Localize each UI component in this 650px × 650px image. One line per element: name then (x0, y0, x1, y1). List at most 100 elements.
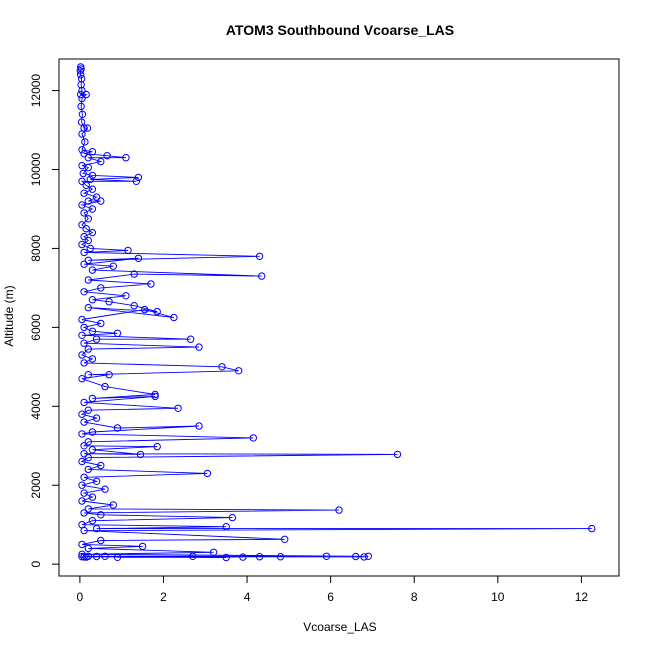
data-point (239, 553, 247, 561)
data-point (92, 524, 101, 533)
data-point (78, 351, 86, 359)
data-point (276, 553, 285, 561)
data-point (78, 130, 86, 138)
data-point (147, 280, 155, 288)
data-point (80, 509, 88, 517)
data-point (105, 371, 113, 379)
x-tick-label: 0 (77, 590, 84, 604)
series-layer (76, 63, 596, 562)
chart-title: ATOM3 Southbound Vcoarse_LAS (226, 22, 454, 38)
data-point (78, 331, 86, 339)
data-point (80, 339, 88, 347)
data-point (84, 163, 93, 172)
y-tick-label: 6000 (29, 314, 43, 341)
data-point (88, 327, 97, 335)
data-point (222, 523, 230, 531)
data-point (132, 177, 141, 186)
data-point (97, 284, 105, 292)
data-point (203, 469, 212, 478)
data-point (78, 410, 86, 418)
data-point (84, 154, 93, 162)
data-point (80, 189, 88, 197)
data-point (80, 323, 88, 332)
data-point (189, 552, 197, 560)
data-point (255, 553, 264, 561)
data-point (174, 404, 182, 412)
data-point (255, 252, 264, 260)
x-axis: 0 2 4 6 8 10 12 (77, 575, 588, 604)
data-point (84, 236, 93, 245)
data-point (80, 398, 88, 407)
data-point (84, 256, 93, 264)
data-point (88, 428, 97, 436)
data-point (136, 450, 145, 459)
data-point (78, 177, 86, 186)
data-point (151, 392, 159, 401)
data-point (218, 363, 226, 371)
data-point (77, 118, 86, 126)
data-point (84, 406, 93, 414)
data-point (97, 157, 105, 166)
data-point (78, 430, 86, 438)
plot-frame (58, 58, 620, 577)
y-tick-label: 10000 (29, 152, 43, 186)
data-point (88, 148, 97, 156)
data-point (81, 138, 89, 146)
data-point (79, 169, 87, 178)
data-point (84, 465, 93, 474)
data-point (109, 262, 118, 270)
data-point (86, 244, 95, 253)
data-point (80, 450, 88, 458)
data-point (88, 266, 97, 274)
data-point (151, 390, 159, 399)
data-point (78, 497, 86, 505)
data-point (130, 270, 138, 278)
data-point (92, 414, 101, 422)
data-point (86, 175, 95, 184)
data-point (124, 246, 132, 255)
data-point (84, 544, 93, 553)
data-point (281, 535, 289, 543)
data-point (153, 307, 161, 316)
data-point (222, 553, 230, 562)
data-point (84, 215, 93, 223)
data-point (258, 272, 266, 280)
data-point (122, 154, 130, 162)
data-point (88, 446, 97, 454)
data-point (84, 276, 93, 284)
data-point (352, 552, 360, 561)
data-point (88, 493, 97, 501)
data-point (103, 152, 111, 160)
data-point (84, 438, 93, 446)
data-point (80, 489, 88, 497)
data-point (588, 524, 596, 533)
data-point (228, 513, 237, 522)
data-point (92, 193, 101, 201)
data-point (92, 477, 101, 485)
data-point (322, 552, 331, 560)
data-point (101, 552, 109, 560)
data-point (97, 536, 105, 545)
data-point (78, 94, 86, 103)
data-point (138, 542, 147, 551)
data-point (80, 209, 88, 217)
data-point (88, 296, 97, 304)
data-point (130, 302, 138, 310)
data-point (80, 260, 88, 268)
data-point (80, 232, 88, 241)
x-tick-label: 10 (491, 590, 505, 604)
data-point (78, 146, 86, 154)
data-point (84, 505, 93, 513)
data-point (113, 329, 122, 337)
x-tick-label: 8 (411, 590, 418, 604)
data-point (97, 461, 105, 470)
data-point (78, 221, 86, 229)
data-point (88, 228, 97, 237)
data-point (77, 71, 85, 79)
data-point (80, 248, 88, 257)
data-point (92, 335, 101, 343)
data-point (195, 422, 203, 430)
data-point (80, 288, 88, 296)
data-point (80, 359, 88, 367)
